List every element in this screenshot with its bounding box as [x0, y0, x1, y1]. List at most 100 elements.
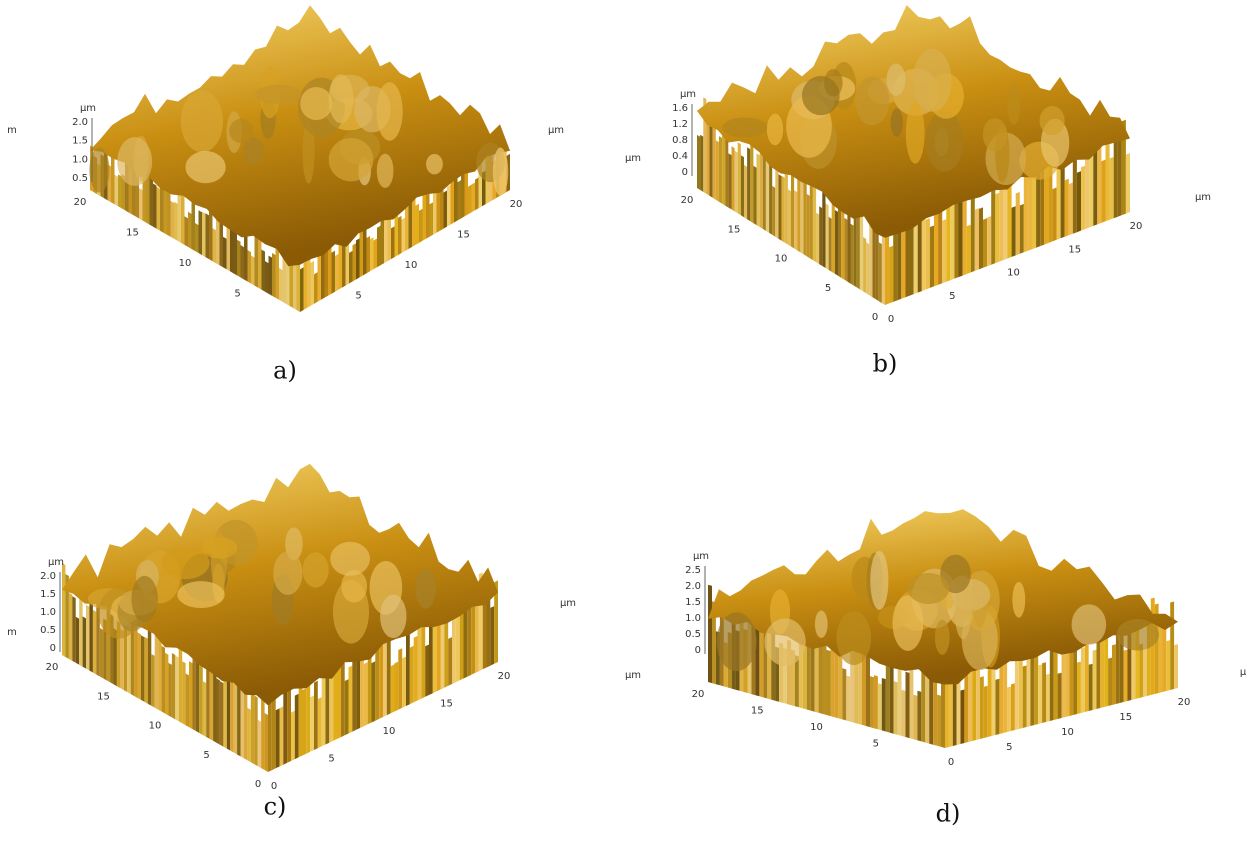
surface-grain — [913, 49, 952, 112]
surface-wall — [265, 713, 268, 772]
surface-grain — [177, 581, 224, 608]
surface-wall — [314, 681, 318, 750]
surface-grain — [935, 620, 950, 655]
panel-caption: c) — [264, 793, 287, 821]
y-tick-label: 20 — [498, 671, 511, 682]
z-tick-label: 1.5 — [72, 136, 88, 147]
surface-wall — [370, 237, 374, 271]
surface-wall — [987, 216, 991, 266]
z-tick-label: 1.5 — [40, 589, 56, 600]
y-tick-label: 0 — [888, 314, 894, 325]
surface-wall — [930, 226, 934, 288]
surface-wall — [921, 664, 925, 742]
z-tick-label: 1.0 — [72, 154, 88, 165]
z-tick-label: 0 — [695, 645, 701, 656]
surface-wall — [118, 174, 122, 208]
surface-wall — [345, 679, 349, 735]
surface-wall — [100, 628, 103, 679]
surface-wall — [318, 697, 322, 748]
surface-wall — [83, 616, 86, 668]
surface-wall — [716, 140, 719, 201]
surface-wall — [1170, 602, 1174, 691]
y-tick-label: 10 — [1007, 268, 1020, 279]
surface-wall — [741, 155, 744, 217]
surface-wall — [175, 656, 178, 722]
surface-wall — [326, 675, 330, 745]
surface-wall — [210, 664, 214, 741]
surface-wall — [213, 228, 217, 263]
surface-wall — [398, 648, 402, 710]
surface-wall — [1077, 662, 1081, 714]
surface-grain — [493, 148, 508, 196]
surface-grain — [892, 595, 923, 651]
surface-grain — [131, 576, 157, 623]
surface-wall — [444, 618, 448, 688]
surface-wall — [167, 192, 171, 237]
x-tick-label: 15 — [728, 224, 741, 235]
axis-unit: m — [7, 627, 17, 638]
surface-grain — [201, 537, 237, 559]
x-tick-label: 5 — [234, 289, 240, 300]
y-tick-label: 20 — [1178, 697, 1191, 708]
surface-wall — [391, 226, 395, 259]
surface-wall — [1126, 153, 1130, 214]
surface-wall — [885, 232, 889, 305]
x-tick-label: 10 — [149, 721, 162, 732]
z-tick-label: 1.0 — [40, 607, 56, 618]
surface-wall — [374, 239, 378, 270]
surface-grain — [1116, 619, 1159, 651]
surface-wall — [700, 135, 703, 192]
surface-wall — [227, 673, 230, 750]
surface-grain — [303, 552, 329, 587]
surface-wall — [251, 684, 255, 765]
surface-wall — [172, 653, 175, 719]
surface-wall — [1174, 644, 1178, 689]
surface-wall — [1139, 644, 1143, 698]
surface-wall — [311, 261, 315, 306]
surface-wall — [1016, 192, 1020, 255]
surface-wall — [827, 650, 831, 716]
surface-wall — [1020, 204, 1024, 254]
surface-wall — [171, 201, 175, 239]
surface-wall — [372, 661, 376, 722]
z-tick-label: 0.5 — [72, 173, 88, 184]
surface-grain — [376, 82, 402, 140]
surface-wall — [367, 236, 371, 273]
surface-wall — [213, 665, 216, 743]
surface-wall — [314, 272, 318, 304]
surface-grain — [1012, 582, 1025, 618]
x-tick-label: 5 — [873, 739, 879, 750]
surface-wall — [983, 218, 987, 268]
surface-wall — [76, 617, 80, 665]
surface-wall — [975, 208, 979, 271]
surface-grain — [907, 573, 949, 604]
surface-wall — [234, 678, 237, 755]
surface-wall — [794, 190, 797, 250]
surface-grain — [767, 114, 783, 146]
surface-wall — [1108, 658, 1112, 706]
surface-wall — [111, 155, 115, 204]
afm-panel: µm2.01.51.00.502015105005101520mµmc) — [7, 464, 576, 821]
surface-wall — [816, 213, 819, 264]
surface-wall — [206, 213, 210, 259]
surface-wall — [461, 169, 465, 218]
surface-wall — [795, 655, 799, 707]
surface-wall — [834, 650, 838, 718]
y-tick-label: 10 — [1061, 727, 1074, 738]
x-tick-label: 20 — [46, 662, 59, 673]
surface-wall — [247, 708, 250, 763]
surface-wall — [255, 233, 259, 288]
surface-wall — [487, 598, 491, 668]
surface-wall — [725, 138, 728, 208]
surface-wall — [150, 175, 154, 227]
surface-wall — [353, 243, 357, 281]
axis-unit: µm — [1195, 192, 1211, 203]
surface-wall — [972, 667, 976, 741]
surface-wall — [468, 185, 472, 215]
surface-wall — [304, 261, 308, 310]
surface-wall — [165, 653, 168, 716]
surface-wall — [223, 237, 227, 270]
y-tick-label: 15 — [457, 230, 470, 241]
surface-wall — [189, 661, 193, 729]
surface-wall — [1159, 619, 1163, 693]
